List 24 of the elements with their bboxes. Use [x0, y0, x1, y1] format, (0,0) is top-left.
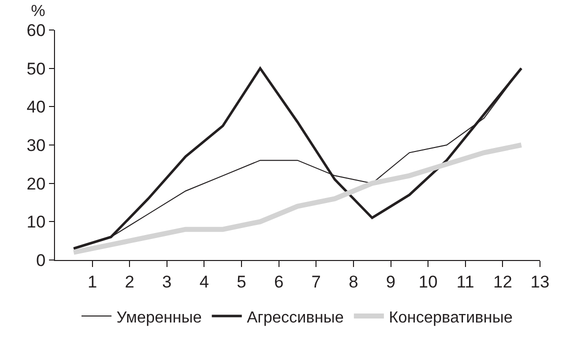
x-tick-label: 11	[456, 272, 474, 292]
legend-label: Умеренные	[116, 309, 202, 326]
y-tick-label: 10	[26, 212, 46, 232]
y-tick-label: 30	[26, 136, 46, 155]
x-tick-label: 9	[386, 272, 396, 292]
y-axis-title: %	[31, 3, 46, 20]
x-tick-label: 3	[162, 272, 172, 292]
x-tick-label: 8	[348, 272, 358, 292]
x-tick-label: 2	[124, 272, 134, 292]
x-tick-label: 4	[199, 272, 209, 292]
y-tick-label: 50	[26, 59, 46, 78]
x-tick-label: 5	[236, 272, 246, 292]
legend-label: Агрессивные	[246, 309, 344, 326]
x-tick-label: 1	[88, 272, 98, 292]
x-tick-label: 7	[311, 272, 321, 292]
legend-label: Консервативные	[388, 309, 513, 326]
y-tick-label: 60	[26, 20, 46, 40]
x-tick-label: 12	[493, 272, 512, 292]
x-tick-label: 10	[418, 272, 438, 292]
x-tick-label: 13	[530, 272, 550, 292]
y-tick-label: 0	[36, 250, 46, 270]
y-tick-label: 40	[26, 98, 46, 117]
x-tick-label: 6	[274, 272, 284, 292]
y-tick-label: 20	[26, 174, 46, 194]
